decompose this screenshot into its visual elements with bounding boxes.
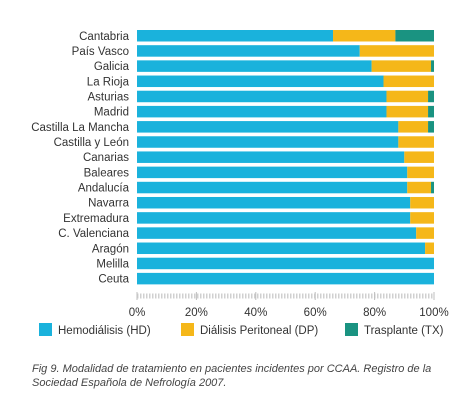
category-label: Madrid: [94, 107, 129, 119]
bar-segment-tx: [395, 30, 434, 42]
bar-segment-dp: [404, 151, 434, 163]
legend-swatch: [181, 323, 194, 336]
x-tick-label: 100%: [419, 307, 448, 319]
category-label: Aragón: [92, 243, 129, 255]
category-label: País Vasco: [72, 46, 129, 58]
x-tick-label: 60%: [304, 307, 327, 319]
bars: [137, 30, 434, 285]
x-tick-label: 80%: [363, 307, 386, 319]
bar-segment-dp: [407, 181, 432, 194]
bar-segment-dp: [398, 136, 434, 148]
bar-segment-hd: [137, 90, 387, 103]
bar-segment-hd: [137, 181, 408, 194]
bar-segment-hd: [137, 242, 426, 255]
figure-caption: Fig 9. Modalidad de tratamiento en pacie…: [32, 363, 432, 389]
category-labels: Cantabria País Vasco Galicia La Rioja Asturi…: [31, 31, 129, 286]
category-label: Navarra: [88, 198, 130, 210]
bar-segment-tx: [428, 105, 434, 118]
x-axis: 0% 20% 40% 60% 80% 100%: [129, 292, 449, 319]
bar-segment-hd: [137, 151, 405, 163]
x-tick-label: 40%: [244, 307, 267, 319]
category-label: Melilla: [96, 258, 129, 270]
bar-segment-hd: [137, 45, 360, 57]
bar-segment-hd: [137, 30, 334, 42]
x-tick-label: 0%: [129, 307, 146, 319]
bar-segment-hd: [137, 212, 411, 224]
bar-segment-dp: [410, 212, 434, 224]
category-label: Andalucía: [78, 183, 130, 195]
bar-segment-hd: [137, 105, 387, 118]
category-label: C. Valenciana: [58, 228, 129, 240]
bar-segment-hd: [137, 136, 399, 148]
category-label: Ceuta: [98, 274, 129, 286]
category-label: La Rioja: [87, 76, 130, 88]
bar-segment-hd: [137, 272, 434, 285]
stacked-bar-chart: Cantabria País Vasco Galicia La Rioja Asturi…: [31, 30, 449, 337]
bar-segment-dp: [425, 242, 434, 255]
category-label: Galicia: [94, 61, 130, 73]
bar-segment-dp: [386, 90, 429, 103]
legend: Hemodiálisis (HD) Diálisis Peritoneal (DP…: [39, 323, 444, 337]
bar-segment-dp: [407, 166, 434, 179]
legend-label: Trasplante (TX): [364, 325, 444, 337]
bar-segment-hd: [137, 60, 372, 72]
bar-segment-tx: [431, 60, 434, 72]
bar-segment-tx: [431, 181, 434, 194]
bar-segment-dp: [359, 45, 434, 57]
category-label: Asturias: [87, 91, 129, 103]
bar-segment-hd: [137, 196, 411, 209]
bar-segment-dp: [416, 227, 434, 239]
category-label: Canarias: [83, 152, 129, 164]
bar-segment-hd: [137, 227, 417, 239]
category-label: Baleares: [84, 167, 130, 179]
category-label: Castilla La Mancha: [31, 122, 129, 134]
legend-label: Hemodiálisis (HD): [58, 325, 151, 337]
category-label: Castilla y León: [54, 137, 129, 149]
bar-segment-dp: [371, 60, 432, 72]
bar-segment-tx: [428, 90, 434, 103]
bar-segment-dp: [410, 196, 434, 209]
category-label: Cantabria: [79, 31, 129, 43]
legend-swatch: [39, 323, 52, 336]
bar-segment-hd: [137, 121, 399, 133]
x-tick-label: 20%: [185, 307, 208, 319]
bar-segment-dp: [333, 30, 396, 42]
bar-segment-hd: [137, 166, 408, 179]
bar-segment-dp: [383, 75, 434, 88]
bar-segment-tx: [428, 121, 434, 133]
legend-swatch: [345, 323, 358, 336]
bar-segment-dp: [386, 105, 429, 118]
category-label: Extremadura: [63, 213, 129, 225]
legend-label: Diálisis Peritoneal (DP): [200, 325, 318, 337]
bar-segment-dp: [398, 121, 429, 133]
bar-segment-hd: [137, 75, 384, 88]
bar-segment-hd: [137, 257, 434, 270]
